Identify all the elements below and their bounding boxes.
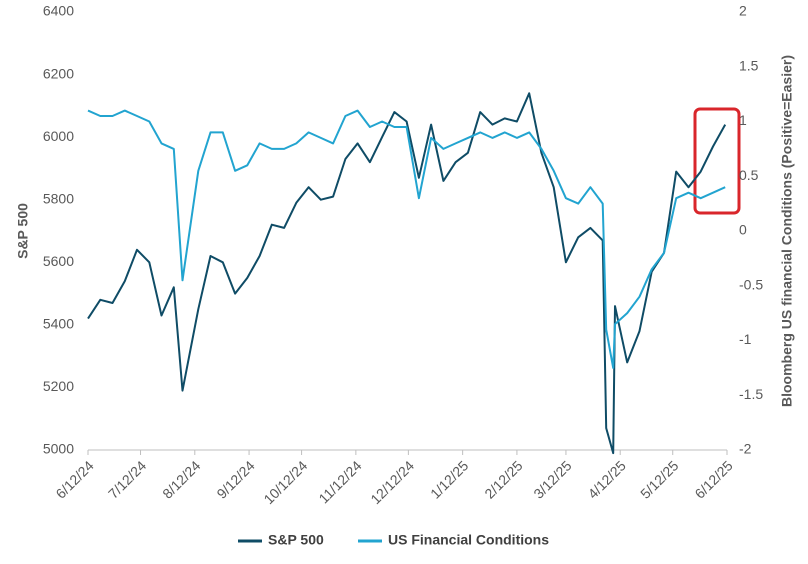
y2-tick-label: -0.5 [739, 276, 763, 292]
y2-tick-label: 0 [739, 222, 747, 238]
y-tick-label: 6200 [43, 65, 74, 81]
x-tick-label: 6/12/24 [52, 457, 96, 501]
highlight-box [693, 107, 741, 215]
y-tick-label: 5600 [43, 253, 74, 269]
legend-label: US Financial Conditions [388, 532, 549, 548]
y-tick-label: 5400 [43, 316, 74, 332]
x-tick-label: 6/12/25 [691, 457, 735, 501]
y-tick-label: 5800 [43, 190, 74, 206]
x-tick-label: 10/12/24 [260, 457, 310, 507]
y2-axis-title: Bloomberg US financial Conditions (Posit… [779, 55, 795, 407]
series-line [87, 109, 726, 369]
y2-tick-label: 1.5 [739, 57, 759, 73]
y-tick-label: 5200 [43, 378, 74, 394]
y-tick-label: 6000 [43, 128, 74, 144]
y-tick-label: 6400 [43, 3, 74, 19]
series-line [87, 92, 727, 455]
y-axis-title: S&P 500 [15, 203, 31, 259]
x-tick-label: 12/12/24 [367, 457, 417, 507]
y2-tick-label: 1 [739, 112, 747, 128]
y2-tick-label: -1 [739, 331, 752, 347]
x-tick-label: 11/12/24 [315, 457, 364, 506]
x-tick-label: 9/12/24 [213, 457, 257, 501]
y2-tick-label: 0.5 [739, 167, 759, 183]
y2-tick-label: -1.5 [739, 386, 763, 402]
x-tick-label: 7/12/24 [105, 457, 149, 501]
y-tick-label: 5000 [43, 441, 74, 457]
y2-tick-label: -2 [739, 441, 752, 457]
y2-tick-label: 2 [739, 3, 747, 19]
x-tick-label: 5/12/25 [637, 457, 681, 501]
legend-label: S&P 500 [268, 532, 324, 548]
x-tick-label: 4/12/25 [585, 457, 629, 501]
x-tick-label: 1/12/25 [427, 457, 471, 501]
x-tick-label: 8/12/24 [159, 457, 203, 501]
x-tick-label: 3/12/25 [530, 457, 574, 501]
x-tick-label: 2/12/25 [481, 457, 525, 501]
